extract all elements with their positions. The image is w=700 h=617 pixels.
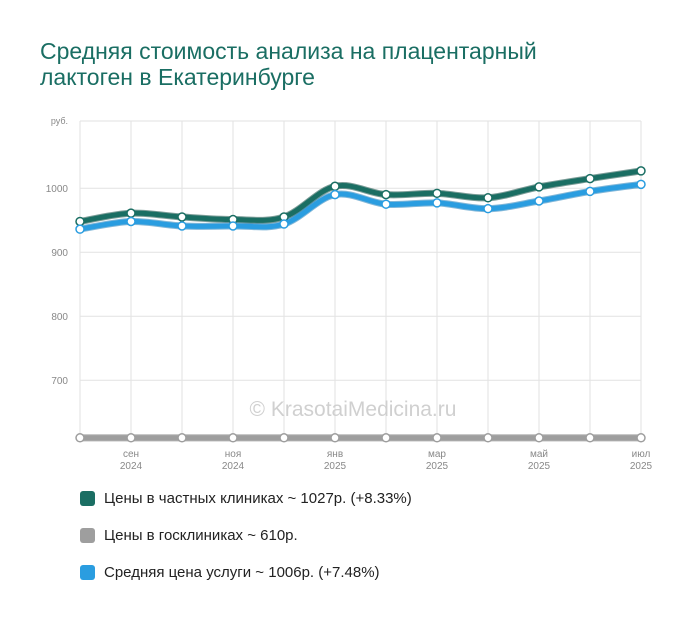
legend-label-state: Цены в госклиниках ~ 610р. [104, 526, 298, 544]
data-point [483, 203, 493, 214]
x-tick-label-month: мар [428, 449, 446, 460]
y-axis-label: руб. [51, 116, 68, 126]
data-point [585, 186, 595, 197]
data-point [177, 221, 187, 231]
data-point [534, 433, 544, 443]
data-point [534, 196, 544, 206]
x-tick-label-month: май [530, 449, 548, 460]
data-point [75, 433, 85, 443]
legend-label-average: Средняя цена услуги ~ 1006р. (+7.48%) [104, 563, 380, 581]
y-tick-label: 1000 [46, 184, 69, 195]
data-point [432, 188, 442, 199]
data-point [126, 433, 136, 443]
chart-title: Средняя стоимость анализа на плацентарны… [40, 38, 537, 90]
axes: 7008009001000руб.сен2024ноя2024янв2025ма… [46, 116, 653, 472]
legend-swatch-average [80, 564, 95, 580]
data-point [381, 189, 391, 200]
x-tick-label-month: сен [123, 449, 139, 460]
series-group [75, 166, 646, 443]
legend-item-average[interactable]: Средняя цена услуги ~ 1006р. (+7.48%) [80, 562, 412, 582]
data-point [228, 221, 238, 231]
data-point [279, 433, 289, 443]
series-private [75, 166, 646, 227]
data-point [432, 198, 442, 208]
y-tick-label: 800 [51, 312, 68, 323]
data-point [126, 216, 136, 227]
data-point [279, 219, 289, 229]
data-point [177, 433, 187, 443]
data-point [636, 433, 646, 443]
y-tick-label: 700 [51, 376, 68, 387]
x-tick-label-year: 2025 [426, 461, 449, 472]
data-point [636, 166, 646, 176]
x-tick-label-month: июл [632, 449, 651, 460]
series-average [75, 179, 646, 234]
legend-item-private[interactable]: Цены в частных клиниках ~ 1027р. (+8.33%… [80, 488, 412, 508]
data-point [381, 199, 391, 209]
y-tick-label: 900 [51, 248, 68, 259]
legend: Цены в частных клиниках ~ 1027р. (+8.33%… [80, 488, 412, 599]
data-point [585, 433, 595, 443]
x-tick-label-month: янв [327, 449, 343, 460]
data-point [636, 179, 646, 190]
x-tick-label-year: 2025 [324, 461, 347, 472]
data-point [483, 433, 493, 443]
data-point [330, 181, 340, 192]
data-point [330, 189, 340, 200]
data-point [381, 433, 391, 443]
data-point [75, 224, 85, 234]
legend-item-state[interactable]: Цены в госклиниках ~ 610р. [80, 525, 412, 545]
legend-swatch-private [80, 490, 95, 506]
x-tick-label-month: ноя [225, 449, 242, 460]
data-point [432, 433, 442, 443]
x-tick-label-year: 2024 [120, 461, 143, 472]
series-state [75, 433, 646, 443]
data-point [585, 173, 595, 184]
data-point [330, 433, 340, 443]
data-point [534, 182, 544, 192]
legend-label-private: Цены в частных клиниках ~ 1027р. (+8.33%… [104, 489, 412, 507]
x-tick-label-year: 2025 [630, 461, 653, 472]
watermark: © KrasotaiMedicina.ru [250, 398, 457, 421]
data-point [126, 208, 136, 218]
x-tick-label-year: 2024 [222, 461, 245, 472]
x-tick-label-year: 2025 [528, 461, 551, 472]
data-point [177, 212, 187, 222]
data-point [75, 216, 85, 227]
grid [79, 120, 642, 442]
data-point [483, 193, 493, 203]
data-point [228, 433, 238, 443]
legend-swatch-state [80, 527, 95, 543]
